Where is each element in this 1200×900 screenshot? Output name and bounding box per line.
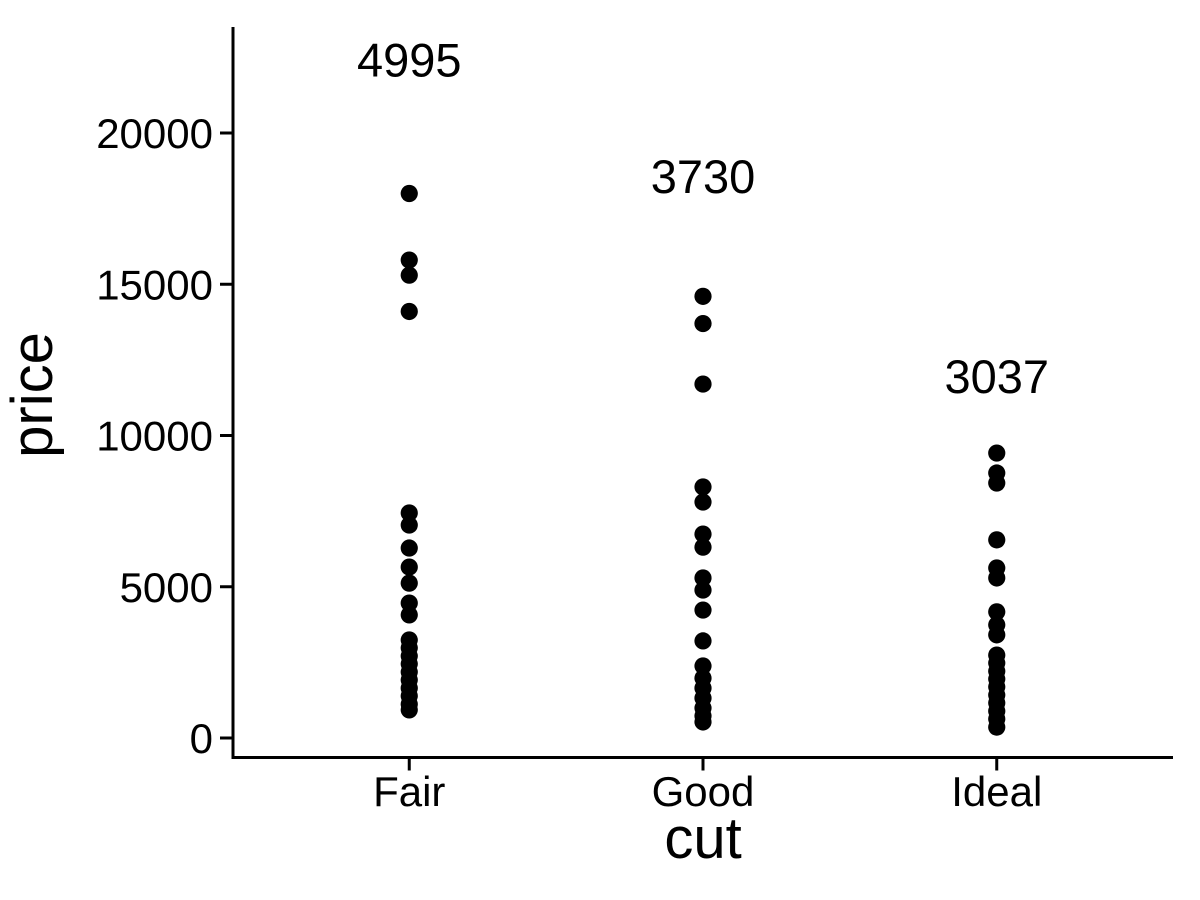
data-point-ideal: [988, 531, 1006, 549]
data-point-fair: [400, 558, 418, 576]
data-point-good: [694, 375, 712, 393]
data-point-fair: [400, 251, 418, 269]
y-tick-label: 20000: [96, 110, 213, 157]
y-axis-title: price: [0, 332, 65, 458]
data-point-fair: [400, 594, 418, 612]
data-point-good: [694, 713, 712, 731]
mean-label-fair: 4995: [357, 33, 462, 86]
x-tick-label-ideal: Ideal: [951, 768, 1042, 815]
data-point-good: [694, 493, 712, 511]
y-tick-label: 5000: [120, 564, 213, 611]
data-point-good: [694, 314, 712, 333]
data-point-fair: [400, 516, 418, 534]
data-point-fair: [400, 701, 418, 719]
data-point-ideal: [988, 603, 1006, 621]
data-point-good: [694, 538, 712, 556]
data-point-fair: [400, 606, 418, 624]
data-point-fair: [400, 504, 418, 522]
data-point-good: [694, 601, 712, 619]
data-point-fair: [400, 539, 418, 557]
data-point-good: [694, 478, 712, 496]
data-point-ideal: [988, 444, 1006, 462]
mean-label-good: 3730: [651, 150, 756, 203]
data-point-good: [694, 287, 712, 305]
data-point-fair: [400, 302, 418, 321]
data-point-good: [694, 632, 712, 650]
y-tick-label: 10000: [96, 413, 213, 460]
data-point-ideal: [988, 474, 1006, 492]
x-tick-label-fair: Fair: [373, 768, 445, 815]
data-point-ideal: [988, 626, 1006, 644]
data-point-good: [694, 657, 712, 675]
y-tick-label: 15000: [96, 261, 213, 308]
data-point-ideal: [988, 569, 1006, 587]
x-tick-label-good: Good: [652, 768, 755, 815]
mean-label-ideal: 3037: [944, 350, 1049, 403]
x-axis-title: cut: [664, 806, 741, 871]
data-point-good: [694, 525, 712, 543]
data-point-good: [694, 581, 712, 599]
data-point-ideal: [988, 718, 1006, 736]
y-tick-label: 0: [190, 715, 213, 762]
data-point-fair: [400, 266, 418, 284]
data-point-good: [694, 569, 712, 587]
data-point-fair: [400, 184, 418, 203]
data-point-fair: [400, 574, 418, 592]
